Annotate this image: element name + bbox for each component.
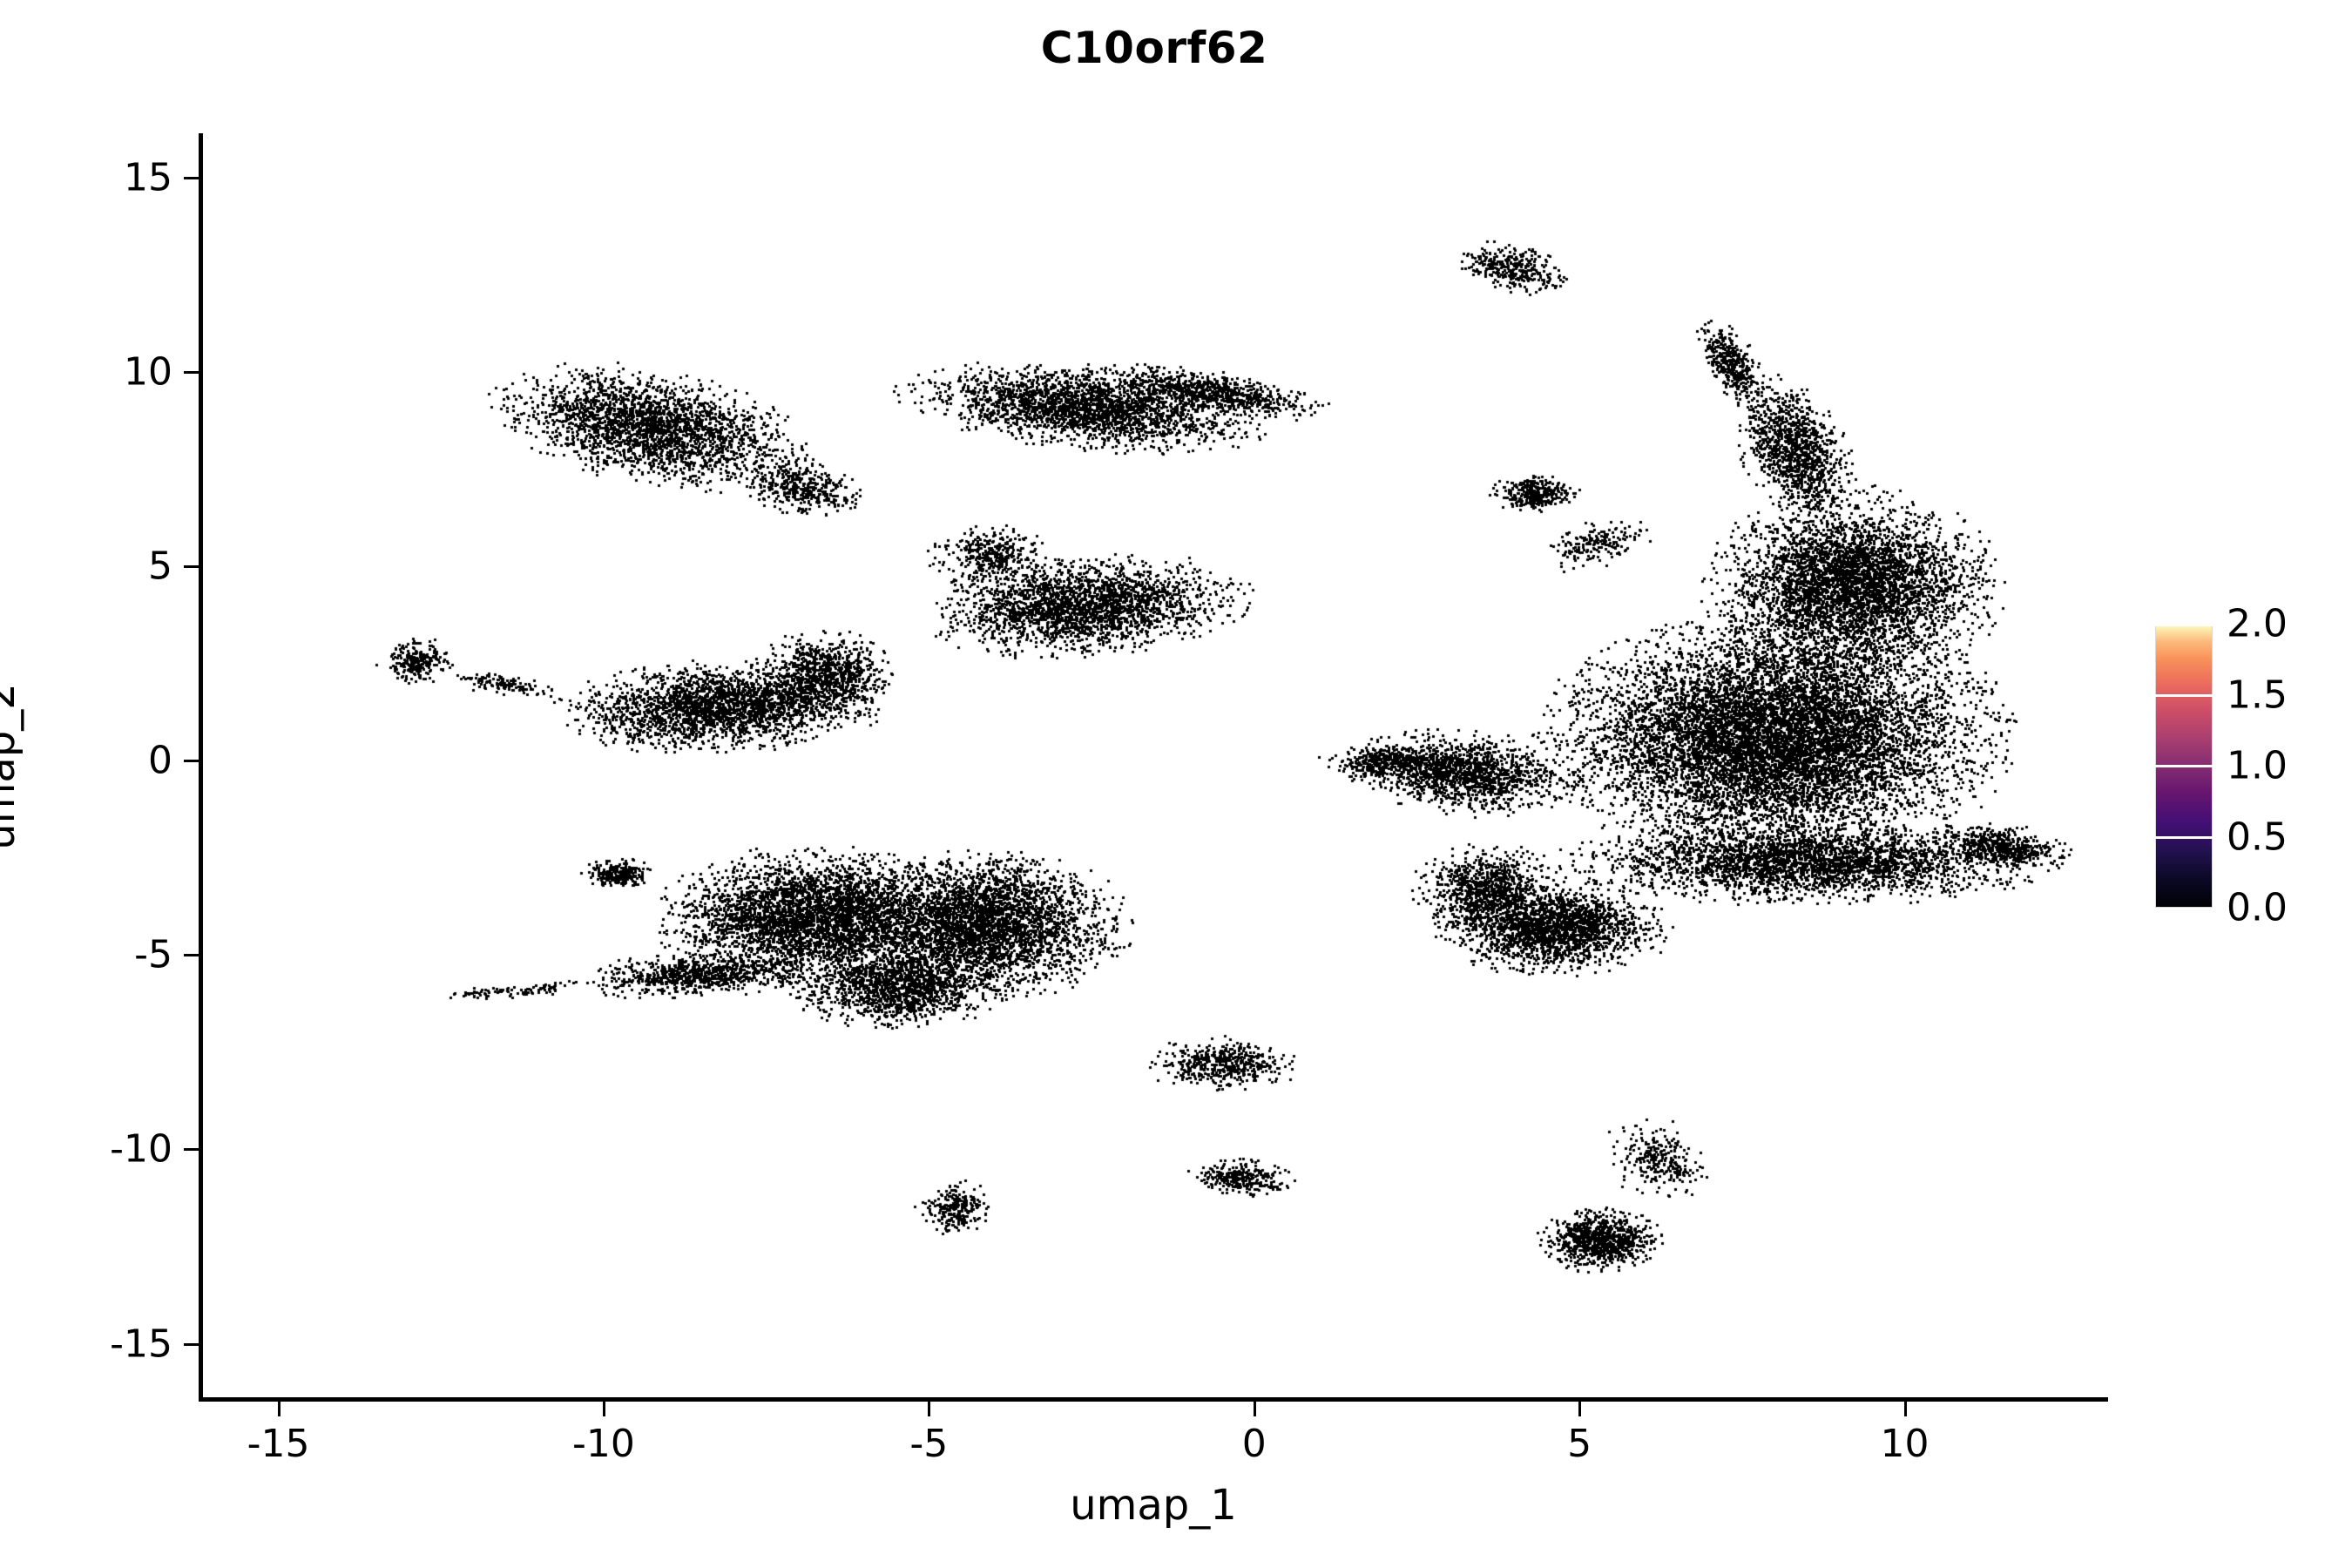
y-tick-label: -10 [110,1126,172,1172]
y-axis-spine [199,133,203,1402]
colorbar-tick-label: 0.5 [2227,814,2288,859]
x-tick-label: -10 [572,1422,635,1466]
y-tick-mark [184,565,199,569]
colorbar-tick-label: 2.0 [2227,601,2288,646]
x-axis-label: umap_1 [1070,1481,1237,1530]
colorbar-tick-label: 1.5 [2227,672,2288,717]
x-tick-label: 0 [1241,1422,1267,1466]
y-tick-mark [184,954,199,957]
y-tick-label: 0 [148,738,172,783]
colorbar-tick-label: 1.0 [2227,743,2288,788]
colorbar-tick-label: 0.0 [2227,885,2288,930]
x-tick-mark [1903,1402,1907,1416]
y-tick-label: 15 [124,155,172,200]
x-tick-label: -15 [247,1422,310,1466]
x-tick-label: -5 [909,1422,949,1466]
colorbar: 0.0 0.5 1.0 1.5 2.0 [2155,602,2347,930]
scatter-plot-canvas [200,135,2106,1398]
y-tick-mark [184,371,199,375]
x-tick-mark [1253,1402,1256,1416]
y-axis-label: umap_2 [0,683,24,850]
y-tick-mark [184,1342,199,1346]
x-tick-mark [277,1402,280,1416]
colorbar-tick-mark [2155,835,2213,839]
colorbar-tick-mark [2155,624,2213,626]
y-tick-mark [184,760,199,763]
y-tick-mark [184,177,199,180]
y-tick-label: 10 [124,349,172,395]
y-tick-label: -15 [110,1321,172,1367]
x-axis-spine [199,1397,2108,1402]
y-tick-label: -5 [134,932,172,977]
x-tick-label: 10 [1880,1422,1930,1466]
colorbar-tick-mark [2155,765,2213,767]
y-tick-label: 5 [148,544,172,589]
x-tick-mark [1578,1402,1582,1416]
colorbar-tick-mark [2155,693,2213,697]
y-tick-mark [184,1148,199,1152]
page-title: C10orf62 [1040,23,1268,73]
plot-axes-area [200,135,2106,1398]
x-tick-label: 5 [1567,1422,1592,1466]
x-tick-mark [928,1402,931,1416]
x-tick-mark [602,1402,605,1416]
